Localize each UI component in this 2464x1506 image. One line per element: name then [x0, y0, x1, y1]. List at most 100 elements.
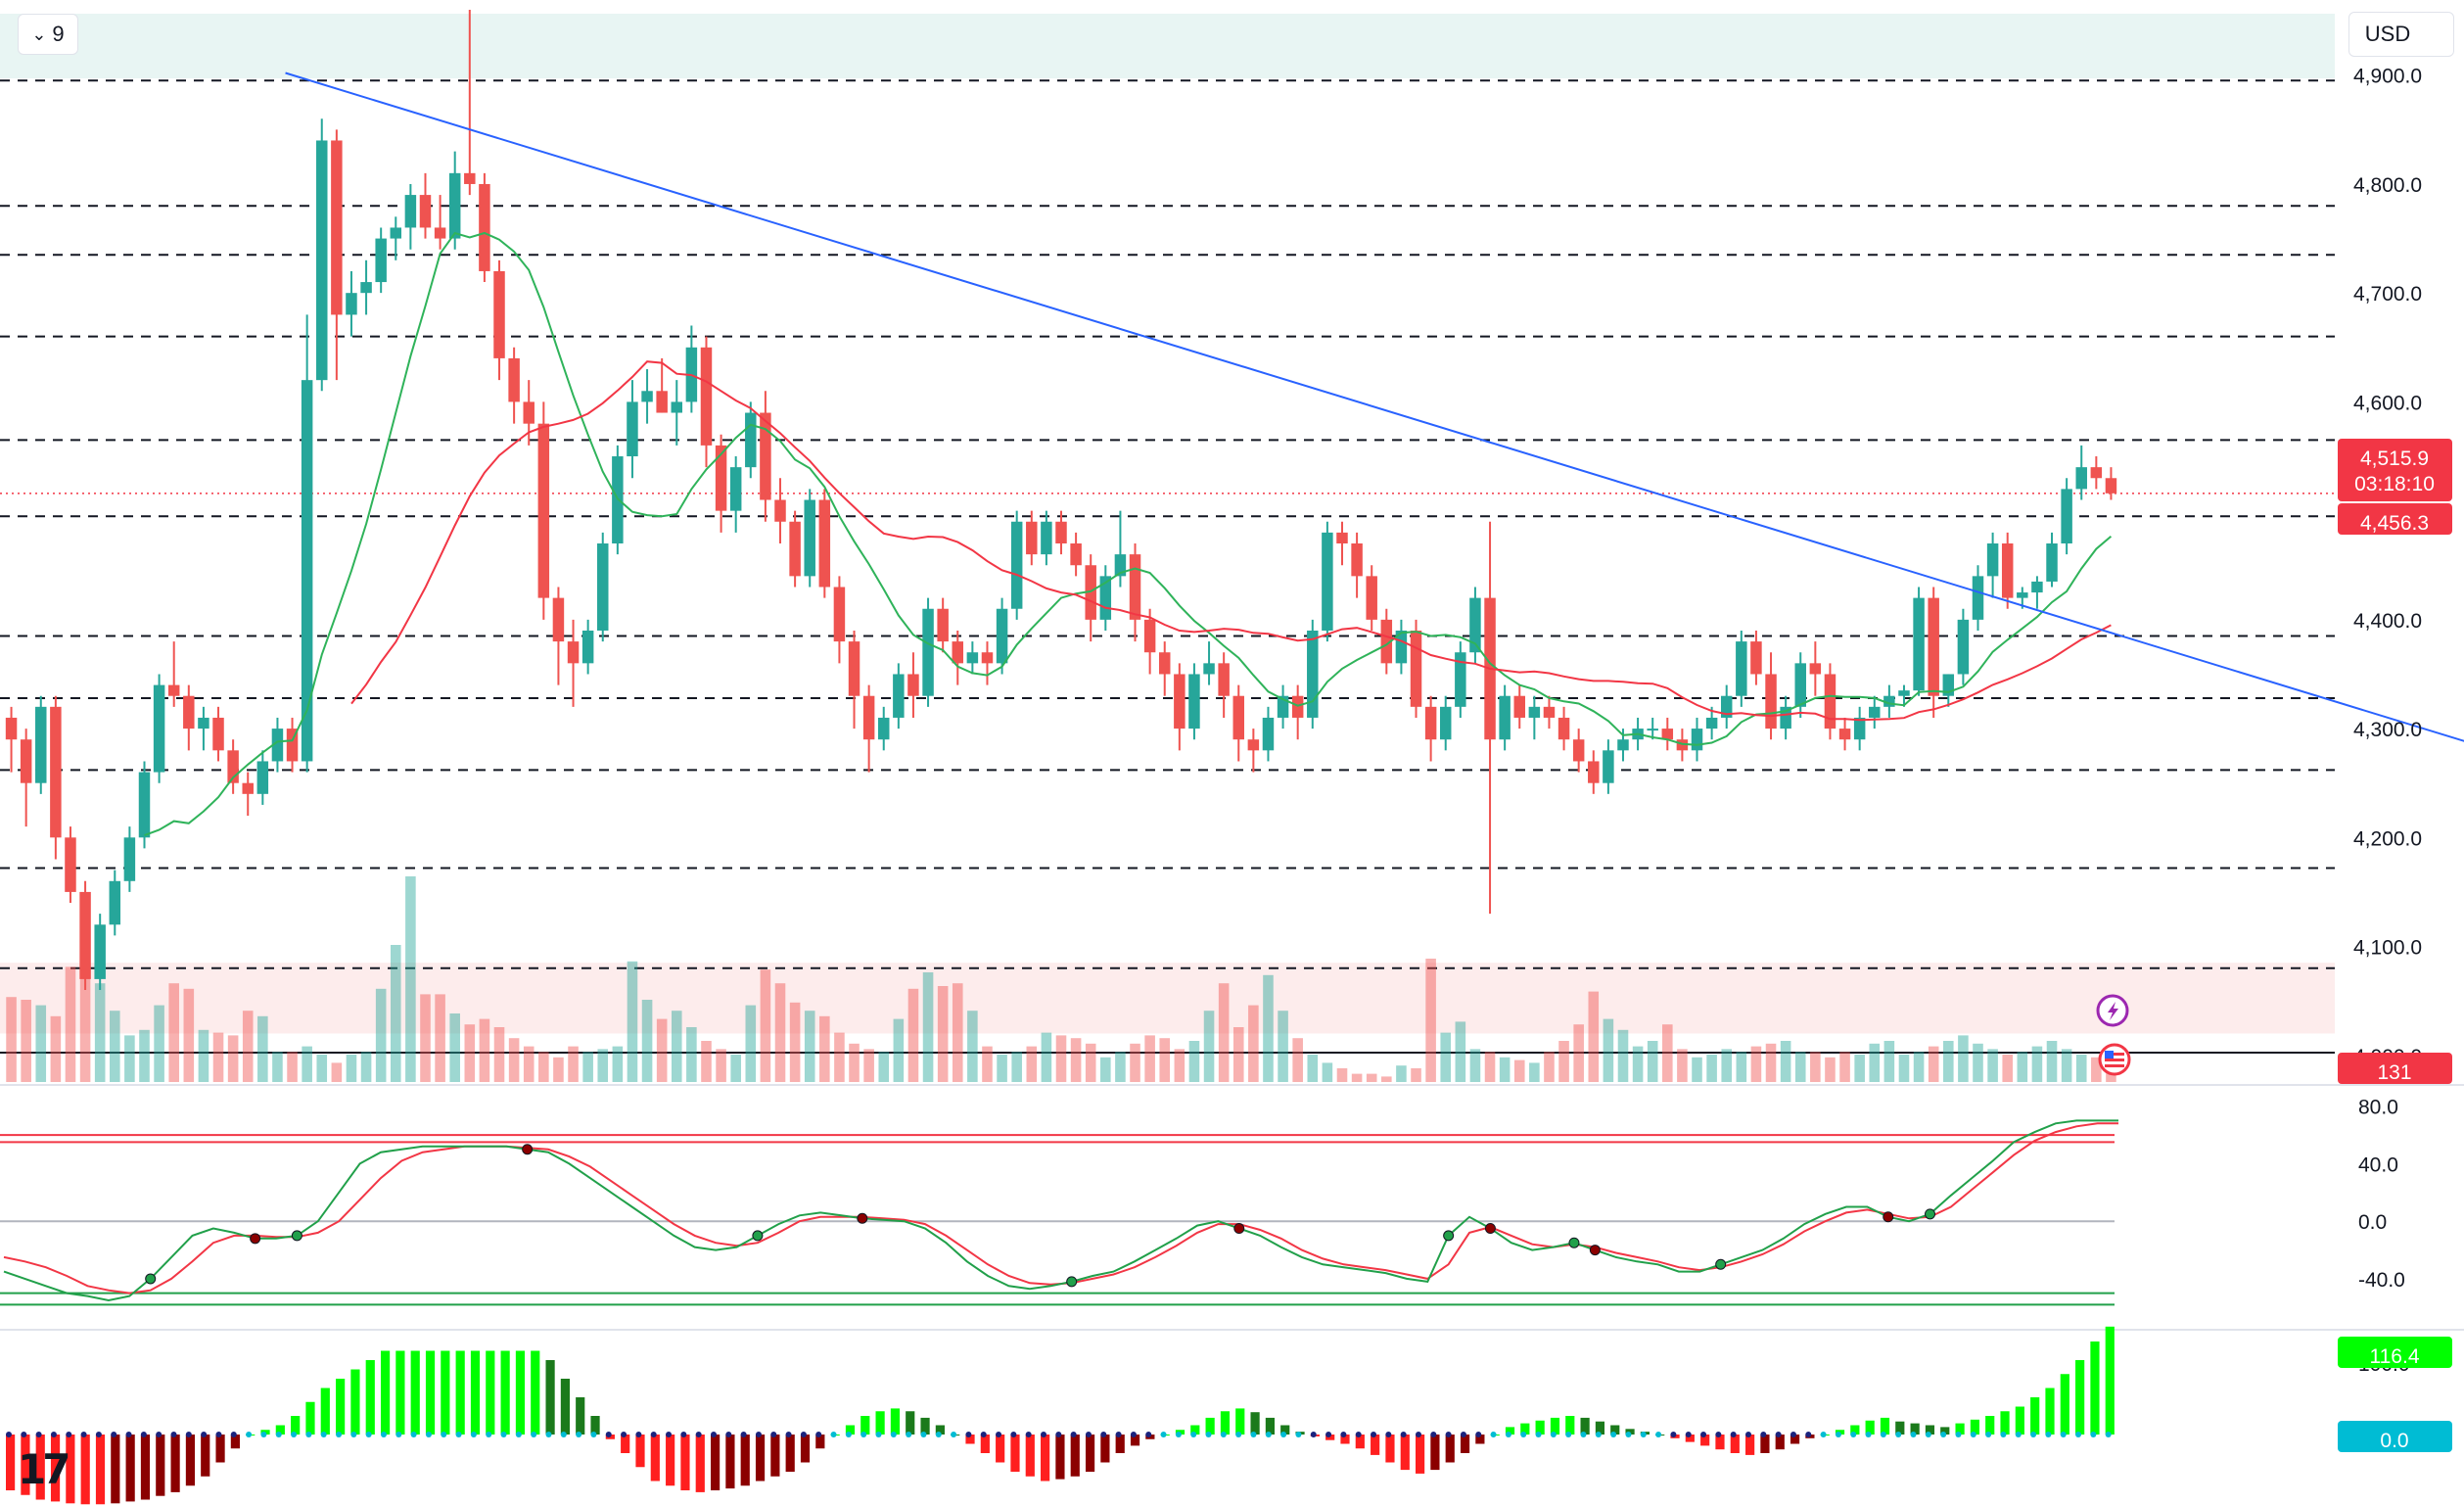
candle[interactable]: [1750, 630, 1762, 685]
candle[interactable]: [641, 369, 653, 424]
currency-selector[interactable]: USD: [2348, 12, 2454, 57]
candle[interactable]: [2046, 532, 2058, 588]
candle[interactable]: [1232, 684, 1244, 762]
candle[interactable]: [1898, 684, 1910, 707]
candle[interactable]: [1780, 695, 1791, 740]
candle[interactable]: [597, 532, 609, 642]
candle[interactable]: [1528, 695, 1541, 740]
crossover-dot[interactable]: [752, 1230, 764, 1242]
candle[interactable]: [1070, 532, 1082, 577]
candle[interactable]: [671, 380, 683, 446]
candle[interactable]: [1588, 750, 1600, 794]
candle[interactable]: [1676, 729, 1689, 762]
interval-selector[interactable]: ⌄ 9: [18, 14, 78, 55]
candle[interactable]: [1928, 587, 1939, 718]
candle[interactable]: [1336, 521, 1348, 566]
candle[interactable]: [862, 684, 875, 773]
candle[interactable]: [1026, 510, 1038, 566]
candle[interactable]: [167, 641, 180, 707]
macd-pane[interactable]: [6, 1326, 2115, 1505]
crossover-dot[interactable]: [1925, 1208, 1936, 1220]
candle[interactable]: [1351, 532, 1363, 598]
crossover-dot[interactable]: [1233, 1223, 1245, 1235]
trendline-line[interactable]: [285, 71, 2464, 762]
candle[interactable]: [1603, 739, 1614, 794]
crossover-dot[interactable]: [522, 1144, 534, 1155]
candle[interactable]: [5, 706, 18, 773]
candle[interactable]: [523, 380, 535, 446]
lightning-icon[interactable]: [2096, 994, 2129, 1027]
candle[interactable]: [65, 826, 76, 904]
candle[interactable]: [1957, 608, 1970, 685]
candle[interactable]: [552, 587, 565, 685]
candle[interactable]: [1543, 695, 1556, 729]
candle[interactable]: [1986, 532, 1999, 598]
candle[interactable]: [1218, 652, 1230, 718]
candle[interactable]: [1262, 706, 1275, 762]
candle[interactable]: [537, 401, 550, 620]
candle[interactable]: [1143, 608, 1156, 675]
candle[interactable]: [818, 489, 831, 598]
crossover-dot[interactable]: [1589, 1245, 1601, 1256]
candle[interactable]: [1380, 608, 1393, 675]
candle[interactable]: [1913, 587, 1925, 696]
candle[interactable]: [212, 706, 224, 762]
candle[interactable]: [109, 870, 121, 936]
candle[interactable]: [700, 336, 713, 468]
candle[interactable]: [833, 576, 846, 664]
candle[interactable]: [286, 717, 299, 773]
candle[interactable]: [774, 478, 786, 543]
candle[interactable]: [1647, 717, 1658, 740]
candle[interactable]: [1174, 663, 1186, 751]
candle[interactable]: [138, 761, 151, 849]
candle[interactable]: [2061, 478, 2072, 555]
candle[interactable]: [1439, 695, 1452, 751]
candle[interactable]: [627, 380, 638, 479]
candle[interactable]: [50, 695, 62, 860]
candle[interactable]: [1736, 630, 1747, 707]
candle[interactable]: [493, 259, 505, 381]
candle[interactable]: [1972, 565, 1984, 631]
candle[interactable]: [1188, 663, 1200, 740]
candle[interactable]: [1809, 641, 1822, 696]
candle[interactable]: [390, 216, 402, 260]
candle[interactable]: [94, 914, 106, 991]
crossover-dot[interactable]: [1066, 1276, 1078, 1288]
candle[interactable]: [1499, 684, 1511, 751]
candle[interactable]: [1617, 729, 1629, 762]
crossover-dot[interactable]: [291, 1230, 302, 1242]
candle[interactable]: [1247, 729, 1260, 773]
candle[interactable]: [20, 729, 32, 827]
candle[interactable]: [1572, 729, 1585, 773]
candle[interactable]: [123, 826, 136, 892]
candle[interactable]: [301, 314, 313, 773]
candle[interactable]: [1085, 554, 1096, 642]
candle[interactable]: [581, 619, 594, 675]
candle[interactable]: [153, 674, 165, 783]
candle[interactable]: [1853, 706, 1866, 751]
candle[interactable]: [996, 597, 1008, 675]
candle[interactable]: [1883, 684, 1895, 718]
candle[interactable]: [1203, 641, 1215, 685]
candle[interactable]: [729, 456, 742, 533]
candle[interactable]: [952, 630, 964, 685]
crossover-dot[interactable]: [250, 1233, 261, 1245]
candle[interactable]: [567, 619, 580, 707]
candle[interactable]: [198, 706, 209, 751]
candle[interactable]: [2001, 532, 2014, 609]
candle[interactable]: [1705, 706, 1718, 740]
candle[interactable]: [848, 630, 860, 729]
candle[interactable]: [2105, 467, 2117, 500]
candle[interactable]: [966, 641, 979, 675]
candle[interactable]: [35, 695, 47, 794]
candle[interactable]: [804, 489, 815, 588]
candle[interactable]: [1484, 521, 1496, 915]
price-axis[interactable]: 4,900.04,800.04,700.04,600.04,500.04,400…: [2353, 66, 2422, 1376]
oscillator-pane[interactable]: [0, 1119, 2118, 1306]
candle[interactable]: [1010, 510, 1023, 620]
candle[interactable]: [893, 663, 905, 729]
candle[interactable]: [1410, 619, 1422, 718]
candle[interactable]: [1129, 543, 1141, 642]
candle[interactable]: [1720, 684, 1733, 729]
